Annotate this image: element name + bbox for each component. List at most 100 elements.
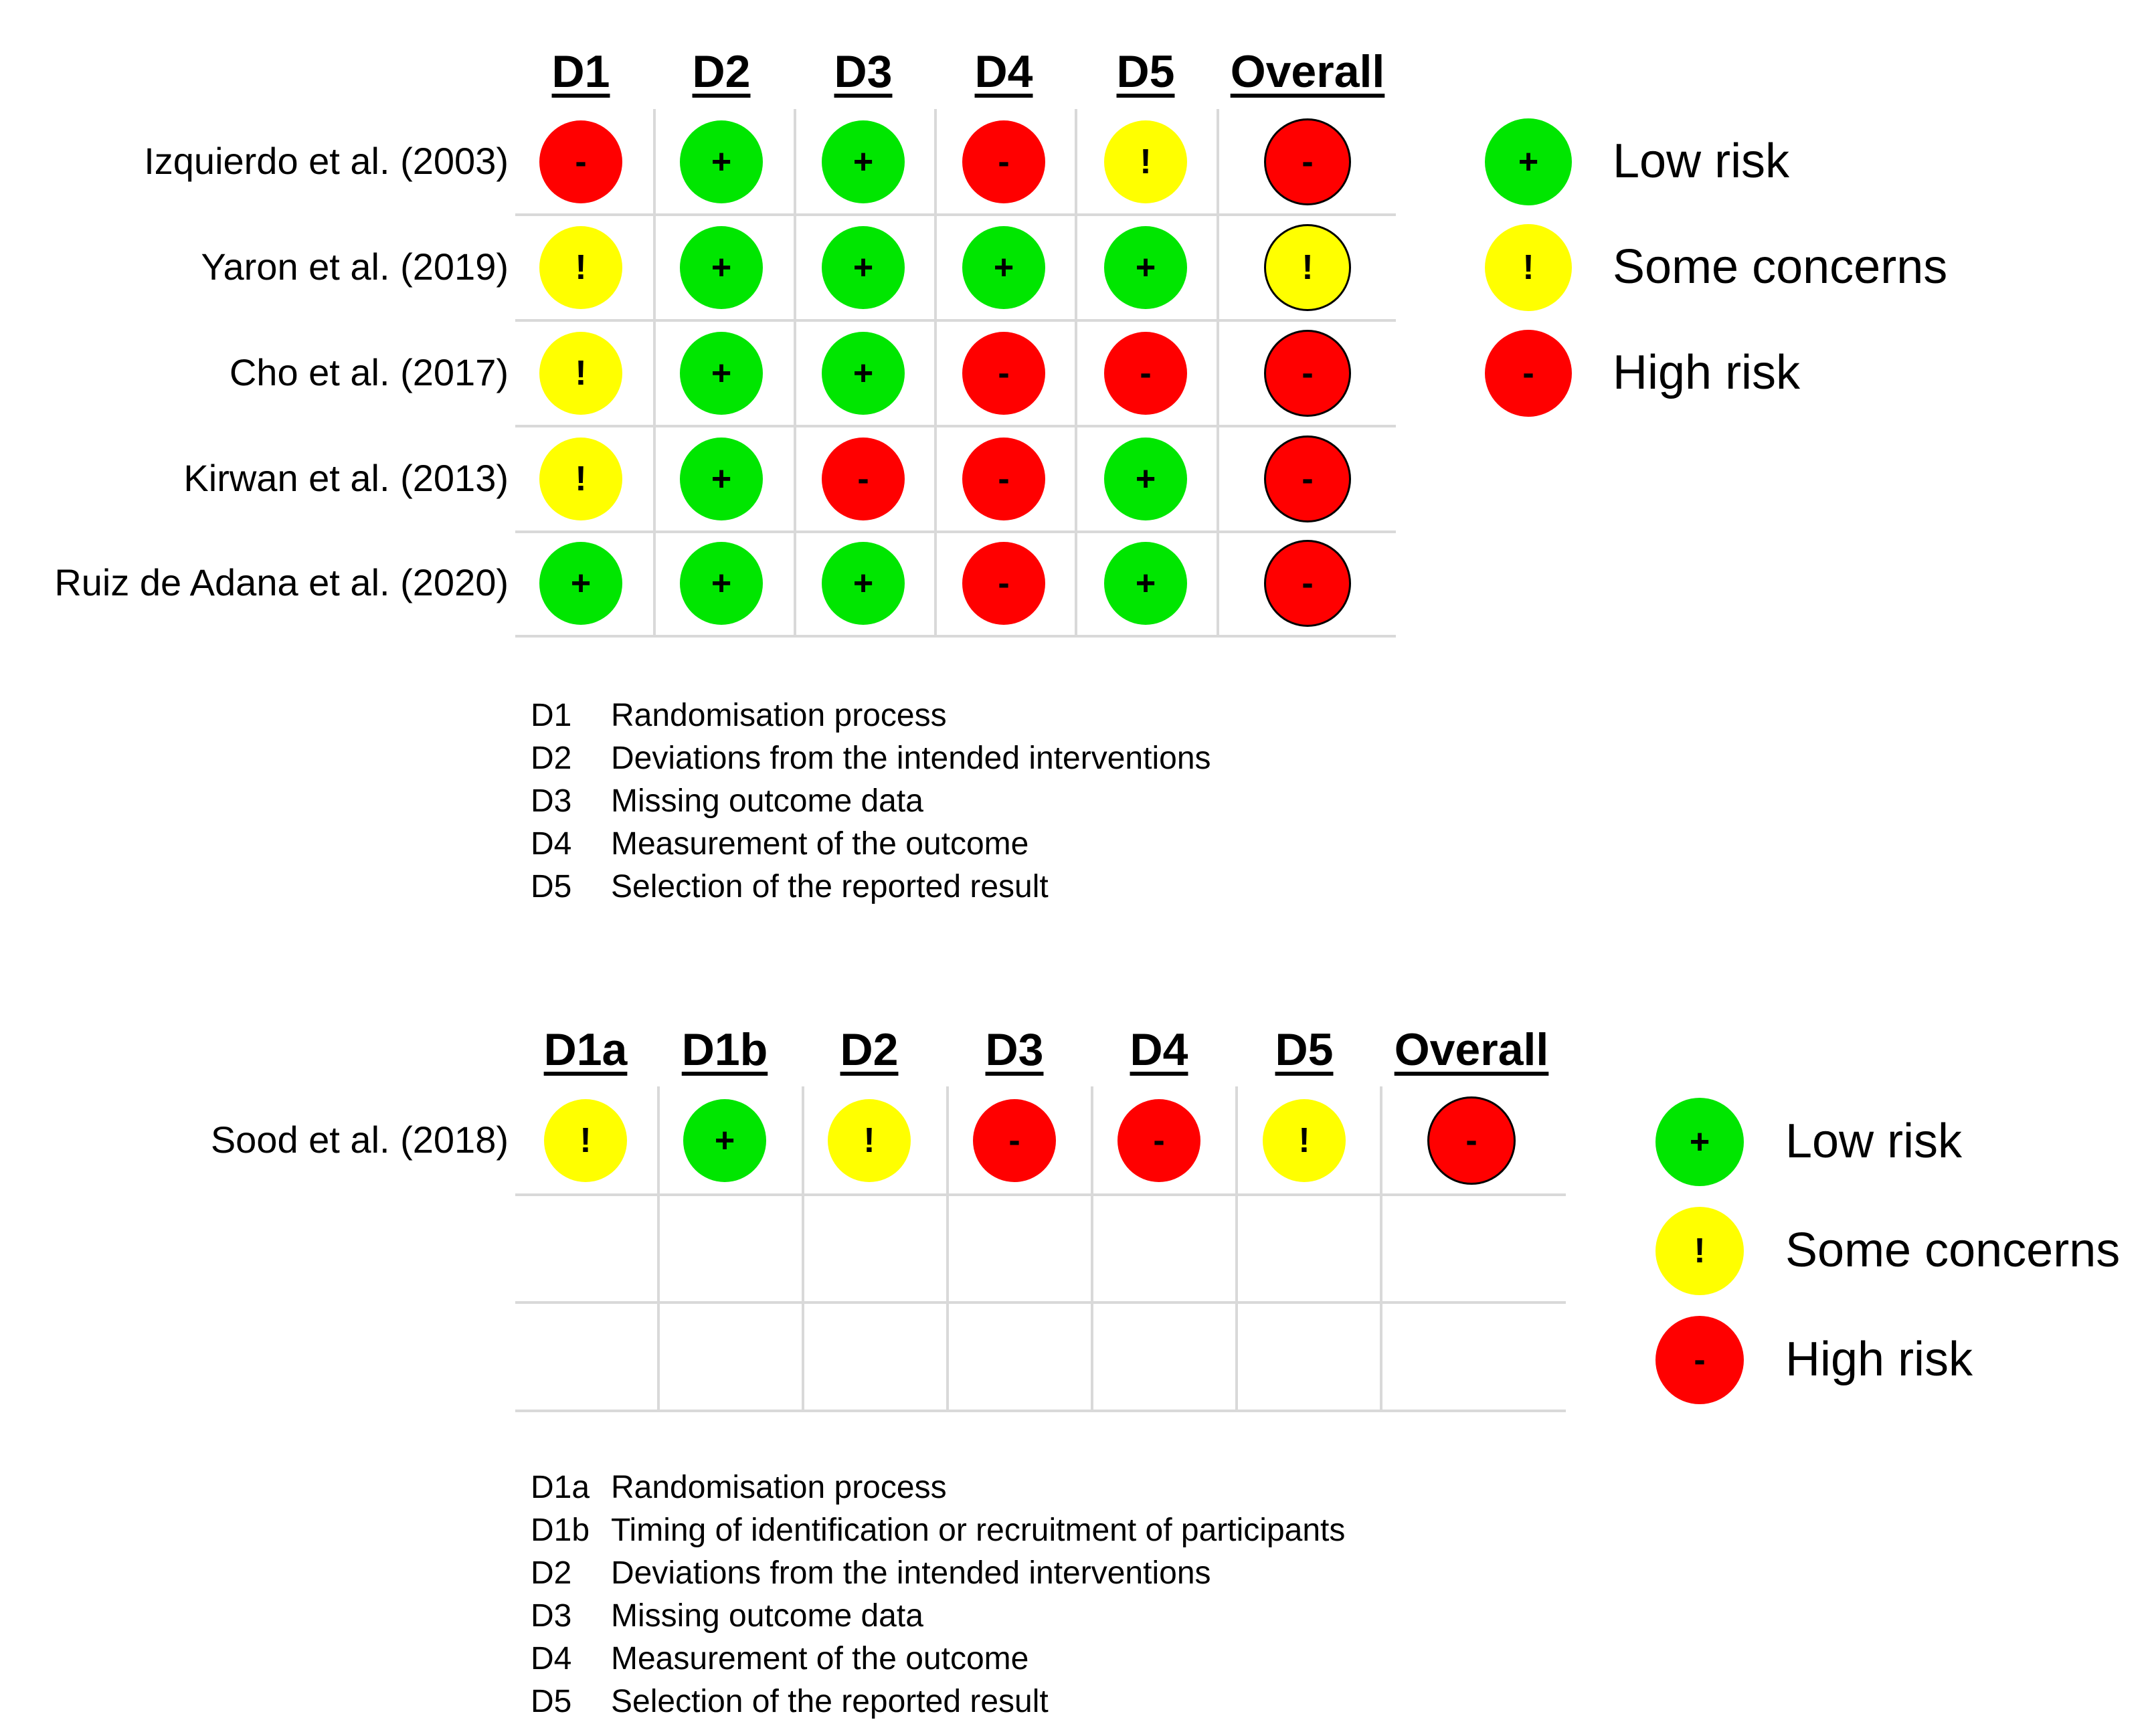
legend-label-some: Some concerns [1785,1224,2121,1277]
judgement-some-dot: ! [544,1099,627,1182]
domain-key-description: Deviations from the intended interventio… [611,741,1211,776]
judgement-low-dot: + [680,542,763,625]
judgement-some-dot: ! [539,438,622,520]
grid-column-divider [802,1086,804,1411]
study-label: Sood et al. (2018) [210,1119,509,1161]
domain-header-d2: D2 [840,1024,899,1075]
grid-row-divider [515,319,1396,322]
grid-row-divider [515,531,1396,533]
grid-column-divider [1075,109,1077,636]
judgement-low-dot: + [680,438,763,520]
study-label: Cho et al. (2017) [229,351,509,393]
judgement-low-dot: + [822,542,905,625]
legend-low-dot: + [1655,1098,1744,1186]
legend-some-dot: ! [1655,1207,1744,1295]
judgement-low-dot: + [680,332,763,415]
legend-low-dot: + [1485,118,1572,205]
grid-row-divider [515,213,1396,216]
domain-key-code: D2 [531,741,572,776]
domain-header-overall: Overall [1394,1024,1549,1075]
legend-high-dot: - [1485,330,1572,417]
domain-header-d2: D2 [692,46,751,97]
domain-key-description: Missing outcome data [611,783,923,819]
grid-row-divider [515,425,1396,427]
legend-label-low: Low risk [1785,1115,1963,1168]
grid-column-divider [1235,1086,1238,1411]
grid-column-divider [1217,109,1219,636]
grid-row-divider [515,1410,1566,1412]
grid-column-divider [657,1086,660,1411]
domain-header-d1b: D1b [681,1024,768,1075]
domain-header-overall: Overall [1230,46,1385,97]
grid-column-divider [1091,1086,1093,1411]
grid-column-divider [1380,1086,1382,1411]
domain-key-description: Measurement of the outcome [611,826,1029,862]
judgement-high-dot: - [1264,540,1351,627]
domain-key-code: D2 [531,1555,572,1591]
domain-key-code: D5 [531,869,572,904]
domain-header-d3: D3 [834,46,893,97]
judgement-high-dot: - [1427,1096,1516,1185]
legend-label-high: High risk [1613,346,1801,399]
judgement-low-dot: + [822,120,905,203]
judgement-low-dot: + [680,226,763,309]
domain-key-description: Missing outcome data [611,1598,923,1634]
domain-header-d3: D3 [985,1024,1044,1075]
domain-header-d1: D1 [551,46,610,97]
judgement-high-dot: - [962,332,1045,415]
grid-row-divider [515,635,1396,638]
domain-key-code: D5 [531,1684,572,1719]
legend-high-dot: - [1655,1316,1744,1404]
judgement-high-dot: - [962,120,1045,203]
judgement-high-dot: - [973,1099,1056,1182]
judgement-low-dot: + [962,226,1045,309]
judgement-high-dot: - [1264,436,1351,522]
judgement-low-dot: + [822,226,905,309]
legend-label-low: Low risk [1613,134,1790,188]
legend-label-some: Some concerns [1613,240,1948,294]
judgement-low-dot: + [680,120,763,203]
judgement-some-dot: ! [539,332,622,415]
judgement-low-dot: + [1104,438,1187,520]
judgement-high-dot: - [539,120,622,203]
judgement-high-dot: - [822,438,905,520]
grid-column-divider [653,109,656,636]
grid-row-divider [515,1301,1566,1304]
judgement-low-dot: + [1104,226,1187,309]
judgement-some-dot: ! [1264,224,1351,311]
domain-key-description: Selection of the reported result [611,869,1049,904]
judgement-some-dot: ! [1263,1099,1346,1182]
study-label: Ruiz de Adana et al. (2020) [54,561,509,603]
domain-key-description: Deviations from the intended interventio… [611,1555,1211,1591]
judgement-low-dot: + [822,332,905,415]
grid-row-divider [515,1193,1566,1196]
domain-key-description: Measurement of the outcome [611,1641,1029,1676]
domain-header-d5: D5 [1116,46,1175,97]
judgement-high-dot: - [962,438,1045,520]
domain-key-code: D4 [531,826,572,862]
judgement-some-dot: ! [539,226,622,309]
judgement-low-dot: + [683,1099,766,1182]
legend-label-high: High risk [1785,1333,1973,1386]
judgement-high-dot: - [962,542,1045,625]
domain-key-code: D1 [531,698,572,733]
domain-header-d5: D5 [1275,1024,1334,1075]
domain-header-d4: D4 [974,46,1033,97]
grid-column-divider [934,109,937,636]
domain-key-description: Timing of identification or recruitment … [611,1513,1346,1548]
judgement-low-dot: + [539,542,622,625]
domain-header-d4: D4 [1130,1024,1188,1075]
domain-key-code: D1a [531,1470,590,1505]
judgement-high-dot: - [1104,332,1187,415]
domain-key-code: D3 [531,783,572,819]
grid-column-divider [946,1086,949,1411]
domain-key-description: Selection of the reported result [611,1684,1049,1719]
grid-column-divider [794,109,796,636]
judgement-high-dot: - [1264,118,1351,205]
domain-key-description: Randomisation process [611,698,947,733]
domain-header-d1a: D1a [543,1024,628,1075]
domain-key-code: D3 [531,1598,572,1634]
judgement-some-dot: ! [1104,120,1187,203]
judgement-low-dot: + [1104,542,1187,625]
